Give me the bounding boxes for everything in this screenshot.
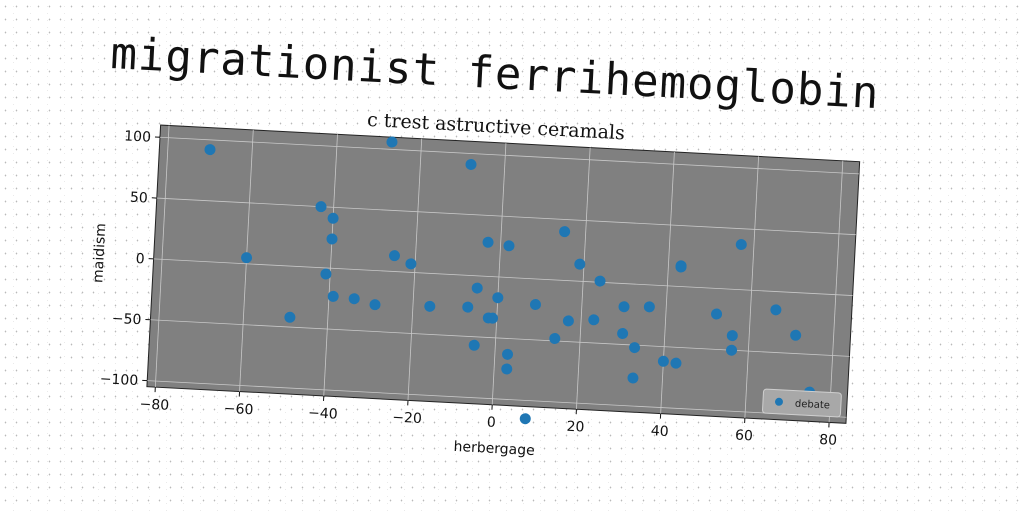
y-axis-label: maidism <box>90 223 109 284</box>
y-tick-label: 0 <box>135 251 145 267</box>
chart-container: c trest astructive ceramals −80 −60 −40 −20… <box>71 97 879 498</box>
legend-label-debate: debate <box>795 399 831 412</box>
legend: debate <box>762 389 841 417</box>
y-tick-label: 100 <box>124 128 152 145</box>
y-tick-label: −50 <box>111 311 141 329</box>
scatter-chart: c trest astructive ceramals −80 −60 −40 −20… <box>71 97 879 498</box>
y-tick-label: −100 <box>99 371 138 389</box>
x-tick-label: −60 <box>223 401 253 419</box>
y-tick-label: 50 <box>130 190 149 207</box>
x-axis-label: herbergage <box>453 439 535 459</box>
x-tick-label: 0 <box>486 415 496 431</box>
x-tick-label: 60 <box>735 428 754 445</box>
x-tick-label: −20 <box>392 410 422 428</box>
x-tick-label: −80 <box>139 396 169 414</box>
x-tick-label: 80 <box>819 432 838 449</box>
x-tick-label: 40 <box>650 423 669 440</box>
x-tick-label: 20 <box>566 419 585 436</box>
data-point <box>519 413 531 425</box>
x-tick-label: −40 <box>308 405 338 423</box>
